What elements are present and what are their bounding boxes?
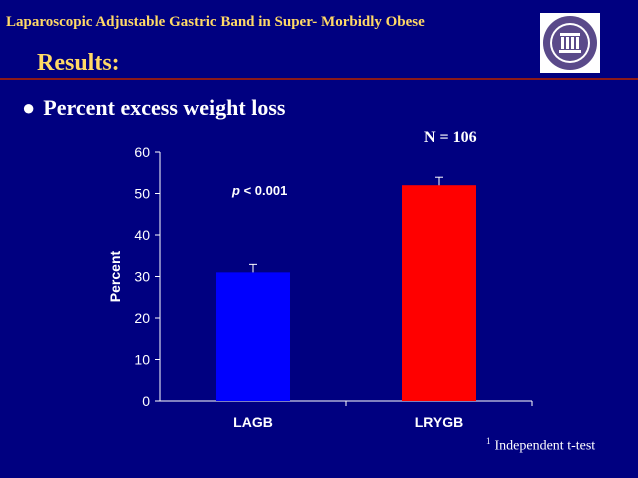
- bullet-dot-icon: ●: [22, 95, 36, 120]
- x-category-label: LAGB: [233, 414, 273, 430]
- y-axis-title: Percent: [107, 250, 123, 302]
- y-tick-label: 0: [142, 393, 150, 409]
- bullet-item: ● Percent excess weight loss: [22, 95, 285, 121]
- y-tick-label: 60: [134, 144, 150, 160]
- bar-lagb: [216, 272, 290, 401]
- y-tick-label: 30: [134, 269, 150, 285]
- y-tick-label: 40: [134, 227, 150, 243]
- sample-size-label: N = 106: [424, 129, 477, 146]
- bar-lrygb: [402, 185, 476, 401]
- title-divider: [0, 78, 638, 80]
- slide-title: Results:: [37, 50, 120, 76]
- bullet-text: Percent excess weight loss: [43, 95, 286, 120]
- footnote-text: Independent t-test: [494, 438, 596, 454]
- header-title: Laparoscopic Adjustable Gastric Band in …: [6, 14, 425, 30]
- y-tick-label: 10: [134, 352, 150, 368]
- footnote-marker: 1: [486, 436, 491, 446]
- footnote: 1 Independent t-test: [486, 436, 595, 455]
- university-seal-logo: [540, 13, 600, 73]
- y-tick-label: 50: [134, 186, 150, 202]
- y-tick-label: 20: [134, 310, 150, 326]
- seal-icon: [543, 16, 597, 70]
- p-value-annotation: p < 0.001: [231, 183, 287, 198]
- x-category-label: LRYGB: [415, 414, 463, 430]
